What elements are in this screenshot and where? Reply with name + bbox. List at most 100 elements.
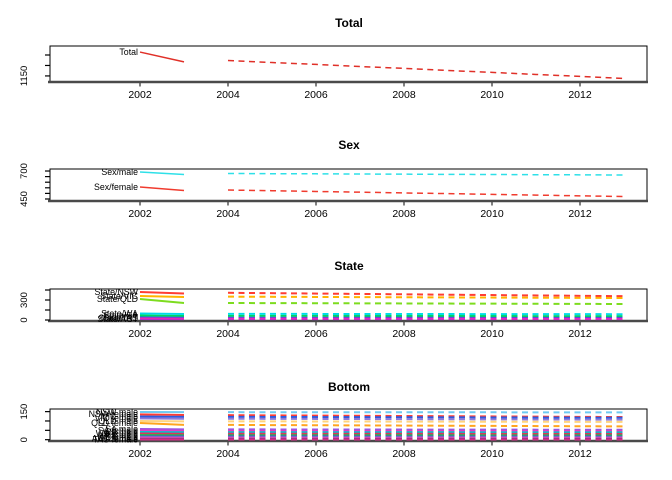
series-total: Total — [119, 47, 625, 80]
history-line — [139, 295, 185, 298]
series-wa-male: WA male — [103, 427, 625, 437]
series-label: NSW female — [89, 409, 138, 419]
series-qld-male: QLD male — [98, 416, 625, 426]
y-tick-label: 300 — [19, 292, 30, 308]
series-sex-female: Sex/female — [94, 182, 625, 198]
series-label: ACT female — [92, 433, 138, 443]
series-wa-female: WA female — [96, 428, 625, 438]
series-state-wa: State/WA — [101, 308, 625, 318]
forecast-line — [227, 420, 625, 423]
x-tick-label: 2008 — [392, 448, 416, 460]
series-label: SA female — [98, 425, 138, 435]
panel-title-bottom: Bottom — [328, 380, 370, 394]
x-tick-label: 2010 — [480, 89, 504, 101]
x-tick-label: 2004 — [216, 328, 240, 340]
x-tick-label: 2012 — [568, 208, 592, 220]
series-label: TAS female — [93, 434, 138, 444]
series-vic-male: VIC male — [102, 411, 625, 421]
history-line — [139, 51, 185, 63]
series-label: State/ACT — [97, 314, 138, 324]
panel-title-sex: Sex — [338, 138, 360, 152]
series-label: NSW male — [96, 407, 138, 417]
series-label: SA male — [105, 424, 138, 434]
y-tick-label: 0 — [19, 437, 30, 442]
series-label: State/NSW — [94, 287, 138, 297]
forecast-line — [227, 172, 625, 176]
series-label: VIC male — [102, 411, 138, 421]
x-tick-label: 2004 — [216, 89, 240, 101]
series-label: QLD female — [91, 418, 138, 428]
panel-sex: 2002 2004 2006 2008 2010 2012 450 700 Sex/male Se… — [19, 163, 648, 220]
x-tick-label: 2006 — [304, 208, 328, 220]
y-tick-label: 1150 — [19, 66, 30, 86]
x-tick-label: 2006 — [304, 328, 328, 340]
panel-state: 2002 2004 2006 2008 2010 20120300State/NSWSta… — [19, 287, 648, 340]
panel-title-state: State — [334, 259, 364, 273]
forecast-line — [227, 423, 625, 428]
y-tick-label: 450 — [19, 191, 30, 207]
x-tick-label: 2006 — [304, 448, 328, 460]
series-sa-female: SA female — [98, 425, 625, 435]
x-tick-label: 2008 — [392, 208, 416, 220]
forecast-line — [227, 302, 625, 305]
series-label: Total — [119, 47, 138, 57]
series-label: TAS male — [100, 434, 138, 444]
panel-bottom: 2002 2004 2006 2008 2010 2012 0 150 NSW maleNSW … — [19, 404, 648, 460]
series-label: NT male — [105, 430, 138, 440]
series-tas-female: TAS female — [93, 434, 624, 444]
x-tick-label: 2008 — [392, 328, 416, 340]
y-tick-label: 0 — [19, 317, 30, 322]
series-label: State/TAS — [99, 313, 139, 323]
x-tick-label: 2010 — [480, 448, 504, 460]
series-state-nsw: State/NSW — [94, 287, 625, 298]
x-tick-label: 2012 — [568, 328, 592, 340]
history-line — [139, 413, 185, 416]
forecast-line — [227, 295, 625, 299]
x-tick-label: 2012 — [568, 89, 592, 101]
series-label: WA female — [96, 428, 138, 438]
forecast-line — [227, 417, 625, 421]
x-tick-label: 2006 — [304, 89, 328, 101]
x-tick-label: 2004 — [216, 448, 240, 460]
forecast-line — [227, 189, 625, 198]
series-label: VIC female — [94, 413, 138, 423]
series-label: State/VIC — [100, 291, 138, 301]
series-sa-male: SA male — [105, 424, 625, 434]
x-tick-label: 2010 — [480, 328, 504, 340]
series-nsw-male: NSW male — [96, 407, 625, 417]
series-label: State/WA — [101, 308, 138, 318]
series-nt-male: NT male — [105, 430, 625, 440]
series-label: Sex/male — [101, 167, 138, 177]
panel-title-total: Total — [335, 16, 363, 30]
series-state-tas: State/TAS — [99, 313, 625, 323]
history-line — [139, 291, 185, 295]
panel-total: 2002 2004 2006 2008 2010 2012 1150 Total — [19, 45, 648, 101]
x-tick-label: 2004 — [216, 208, 240, 220]
history-line — [139, 171, 185, 176]
x-tick-label: 2010 — [480, 208, 504, 220]
series-vic-female: VIC female — [94, 413, 625, 423]
y-tick-label: 700 — [19, 163, 30, 179]
series-state-qld: State/QLD — [97, 294, 625, 305]
x-tick-label: 2012 — [568, 448, 592, 460]
plot-box — [49, 45, 648, 83]
series-label: State/QLD — [97, 294, 138, 304]
history-line — [139, 186, 185, 192]
history-line — [139, 422, 185, 426]
series-state-sa: State/SA — [103, 310, 625, 320]
forecast-line — [227, 291, 625, 298]
y-tick-label: 150 — [19, 404, 30, 420]
series-label: Sex/female — [94, 182, 138, 192]
x-tick-label: 2002 — [128, 448, 152, 460]
forecast-line — [227, 415, 625, 419]
history-line — [139, 298, 185, 304]
series-label: NT female — [98, 431, 139, 441]
series-label: ACT male — [99, 432, 138, 442]
forecast-line — [227, 59, 625, 80]
series-label: State/SA — [103, 310, 138, 320]
series-sex-male: Sex/male — [101, 167, 625, 177]
series-label: QLD male — [98, 416, 138, 426]
x-tick-label: 2002 — [128, 328, 152, 340]
